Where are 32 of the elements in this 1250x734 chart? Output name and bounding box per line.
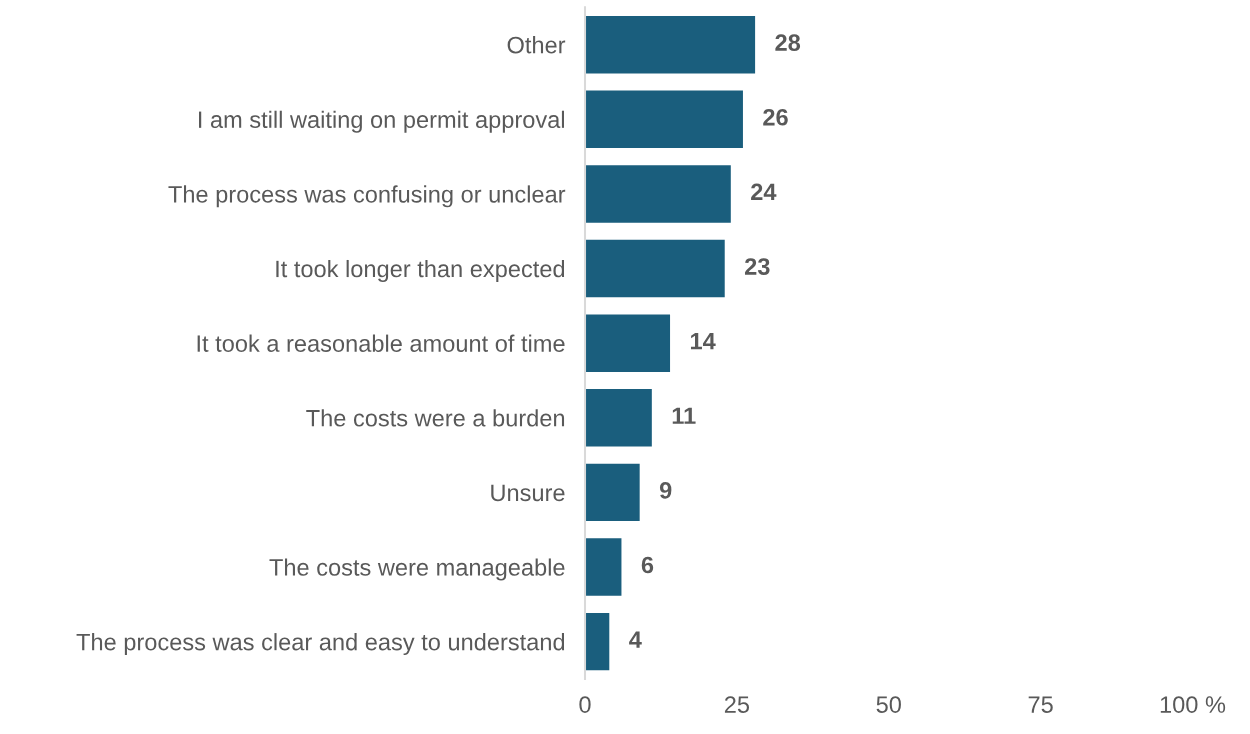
x-tick-label: 75: [1028, 696, 1053, 713]
x-tick-label: 25: [724, 696, 750, 713]
bar: [585, 314, 671, 372]
bar: [585, 612, 610, 671]
bar: [585, 165, 731, 223]
bar: [585, 239, 725, 298]
data-label: 9: [659, 482, 672, 499]
data-label: 11: [672, 407, 696, 424]
bar: [585, 463, 640, 522]
bar: [585, 389, 652, 447]
y-tick-label: The process was confusing or unclear: [168, 185, 566, 208]
data-label: 23: [744, 258, 770, 275]
y-tick-label: The costs were manageable: [269, 558, 565, 581]
y-tick-label: It took a reasonable amount of time: [197, 334, 565, 352]
x-tick-label: 100 %: [1160, 696, 1226, 713]
x-tick-label: 0: [579, 696, 591, 713]
x-tick-label: 50: [876, 696, 901, 713]
data-label: 6: [641, 556, 654, 574]
data-label: 14: [690, 333, 716, 350]
y-tick-label: I am still waiting on permit approval: [199, 110, 564, 133]
bar: [585, 90, 743, 148]
y-tick-label: The costs were a burden: [306, 409, 565, 427]
bar: [585, 538, 622, 596]
data-label: 4: [629, 631, 642, 648]
data-label: 24: [751, 183, 777, 200]
y-tick-label: Unsure: [491, 484, 565, 502]
bar: [585, 15, 756, 74]
y-tick-label: It took longer than expected: [276, 259, 565, 282]
data-label: 26: [763, 108, 788, 126]
y-tick-label: The process was clear and easy to understand: [76, 633, 565, 656]
y-tick-label: Other: [507, 36, 566, 54]
data-label: 28: [775, 34, 801, 51]
